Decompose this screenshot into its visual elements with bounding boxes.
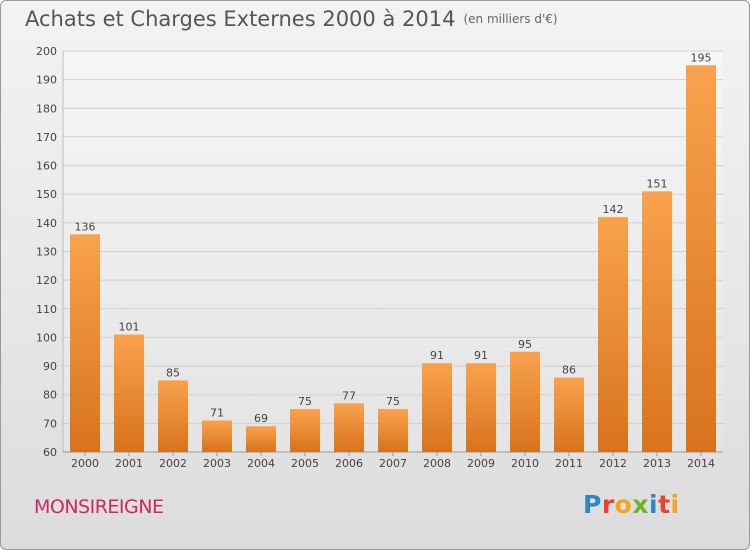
logo-letter: o: [614, 490, 633, 519]
x-tick-label: 2014: [687, 457, 715, 470]
bar-2004: [246, 426, 276, 452]
bar-2011: [554, 377, 584, 452]
bar-2005: [290, 409, 320, 452]
data-label: 136: [75, 220, 96, 233]
bar-2013: [642, 191, 672, 452]
bar-2009: [466, 363, 496, 452]
data-label: 142: [603, 203, 624, 216]
logo-letter: i: [670, 490, 680, 519]
x-tick-label: 2003: [203, 457, 231, 470]
y-tick-label: 90: [43, 360, 57, 373]
logo-letter: t: [658, 490, 671, 519]
data-label: 75: [386, 395, 400, 408]
x-tick-label: 2013: [643, 457, 671, 470]
bars: [70, 65, 716, 453]
bar-2012: [598, 217, 628, 452]
x-tick-label: 2005: [291, 457, 319, 470]
data-label: 151: [647, 177, 668, 190]
data-labels: 136 101 85 71 69 75 77 75 91 91 95 86 142 151 195: [75, 51, 712, 425]
x-axis: 2000 2001 2002 2003 2004 2005 2006 2007 2008 2009…: [71, 452, 715, 470]
y-tick-label: 120: [36, 274, 57, 287]
bar-2001: [114, 334, 144, 452]
logo-letter: P: [583, 490, 602, 519]
y-tick-label: 170: [36, 131, 57, 144]
logo-letter: i: [649, 490, 659, 519]
x-tick-label: 2010: [511, 457, 539, 470]
chart-unit: (en milliers d'€): [463, 12, 558, 26]
x-tick-label: 2001: [115, 457, 143, 470]
x-tick-label: 2009: [467, 457, 495, 470]
data-label: 69: [254, 412, 268, 425]
data-label: 77: [342, 389, 356, 402]
chart-title: Achats et Charges Externes 2000 à 2014: [25, 7, 456, 31]
y-tick-label: 180: [36, 102, 57, 115]
bar-2008: [422, 363, 452, 452]
data-label: 91: [474, 349, 488, 362]
x-tick-label: 2007: [379, 457, 407, 470]
bar-2002: [158, 380, 188, 452]
y-tick-label: 140: [36, 217, 57, 230]
y-tick-label: 190: [36, 74, 57, 87]
bar-2000: [70, 234, 100, 452]
x-tick-label: 2011: [555, 457, 583, 470]
bar-2006: [334, 403, 364, 452]
y-tick-label: 60: [43, 446, 57, 459]
logo-letter: r: [601, 490, 615, 519]
x-tick-label: 2012: [599, 457, 627, 470]
x-tick-label: 2002: [159, 457, 187, 470]
y-tick-label: 110: [36, 303, 57, 316]
data-label: 195: [691, 51, 712, 64]
bar-2014: [686, 65, 716, 453]
y-tick-label: 200: [36, 45, 57, 58]
data-label: 91: [430, 349, 444, 362]
proxiti-logo: Proxiti: [583, 490, 680, 519]
bar-2003: [202, 420, 232, 452]
y-tick-label: 80: [43, 389, 57, 402]
place-name: MONSIREIGNE: [34, 496, 164, 518]
data-label: 95: [518, 338, 532, 351]
logo-letter: x: [632, 490, 649, 519]
bar-2010: [510, 351, 540, 452]
y-tick-label: 100: [36, 331, 57, 344]
x-tick-label: 2004: [247, 457, 275, 470]
data-label: 75: [298, 395, 312, 408]
x-tick-label: 2008: [423, 457, 451, 470]
chart-title-block: Achats et Charges Externes 2000 à 2014 (e…: [25, 7, 558, 31]
y-tick-label: 160: [36, 160, 57, 173]
x-tick-label: 2000: [71, 457, 99, 470]
x-tick-label: 2006: [335, 457, 363, 470]
data-label: 85: [166, 366, 180, 379]
data-label: 101: [119, 321, 140, 334]
y-tick-label: 70: [43, 417, 57, 430]
data-label: 86: [562, 364, 576, 377]
bar-2007: [378, 409, 408, 452]
y-tick-label: 150: [36, 188, 57, 201]
data-label: 71: [210, 406, 224, 419]
y-tick-label: 130: [36, 246, 57, 259]
